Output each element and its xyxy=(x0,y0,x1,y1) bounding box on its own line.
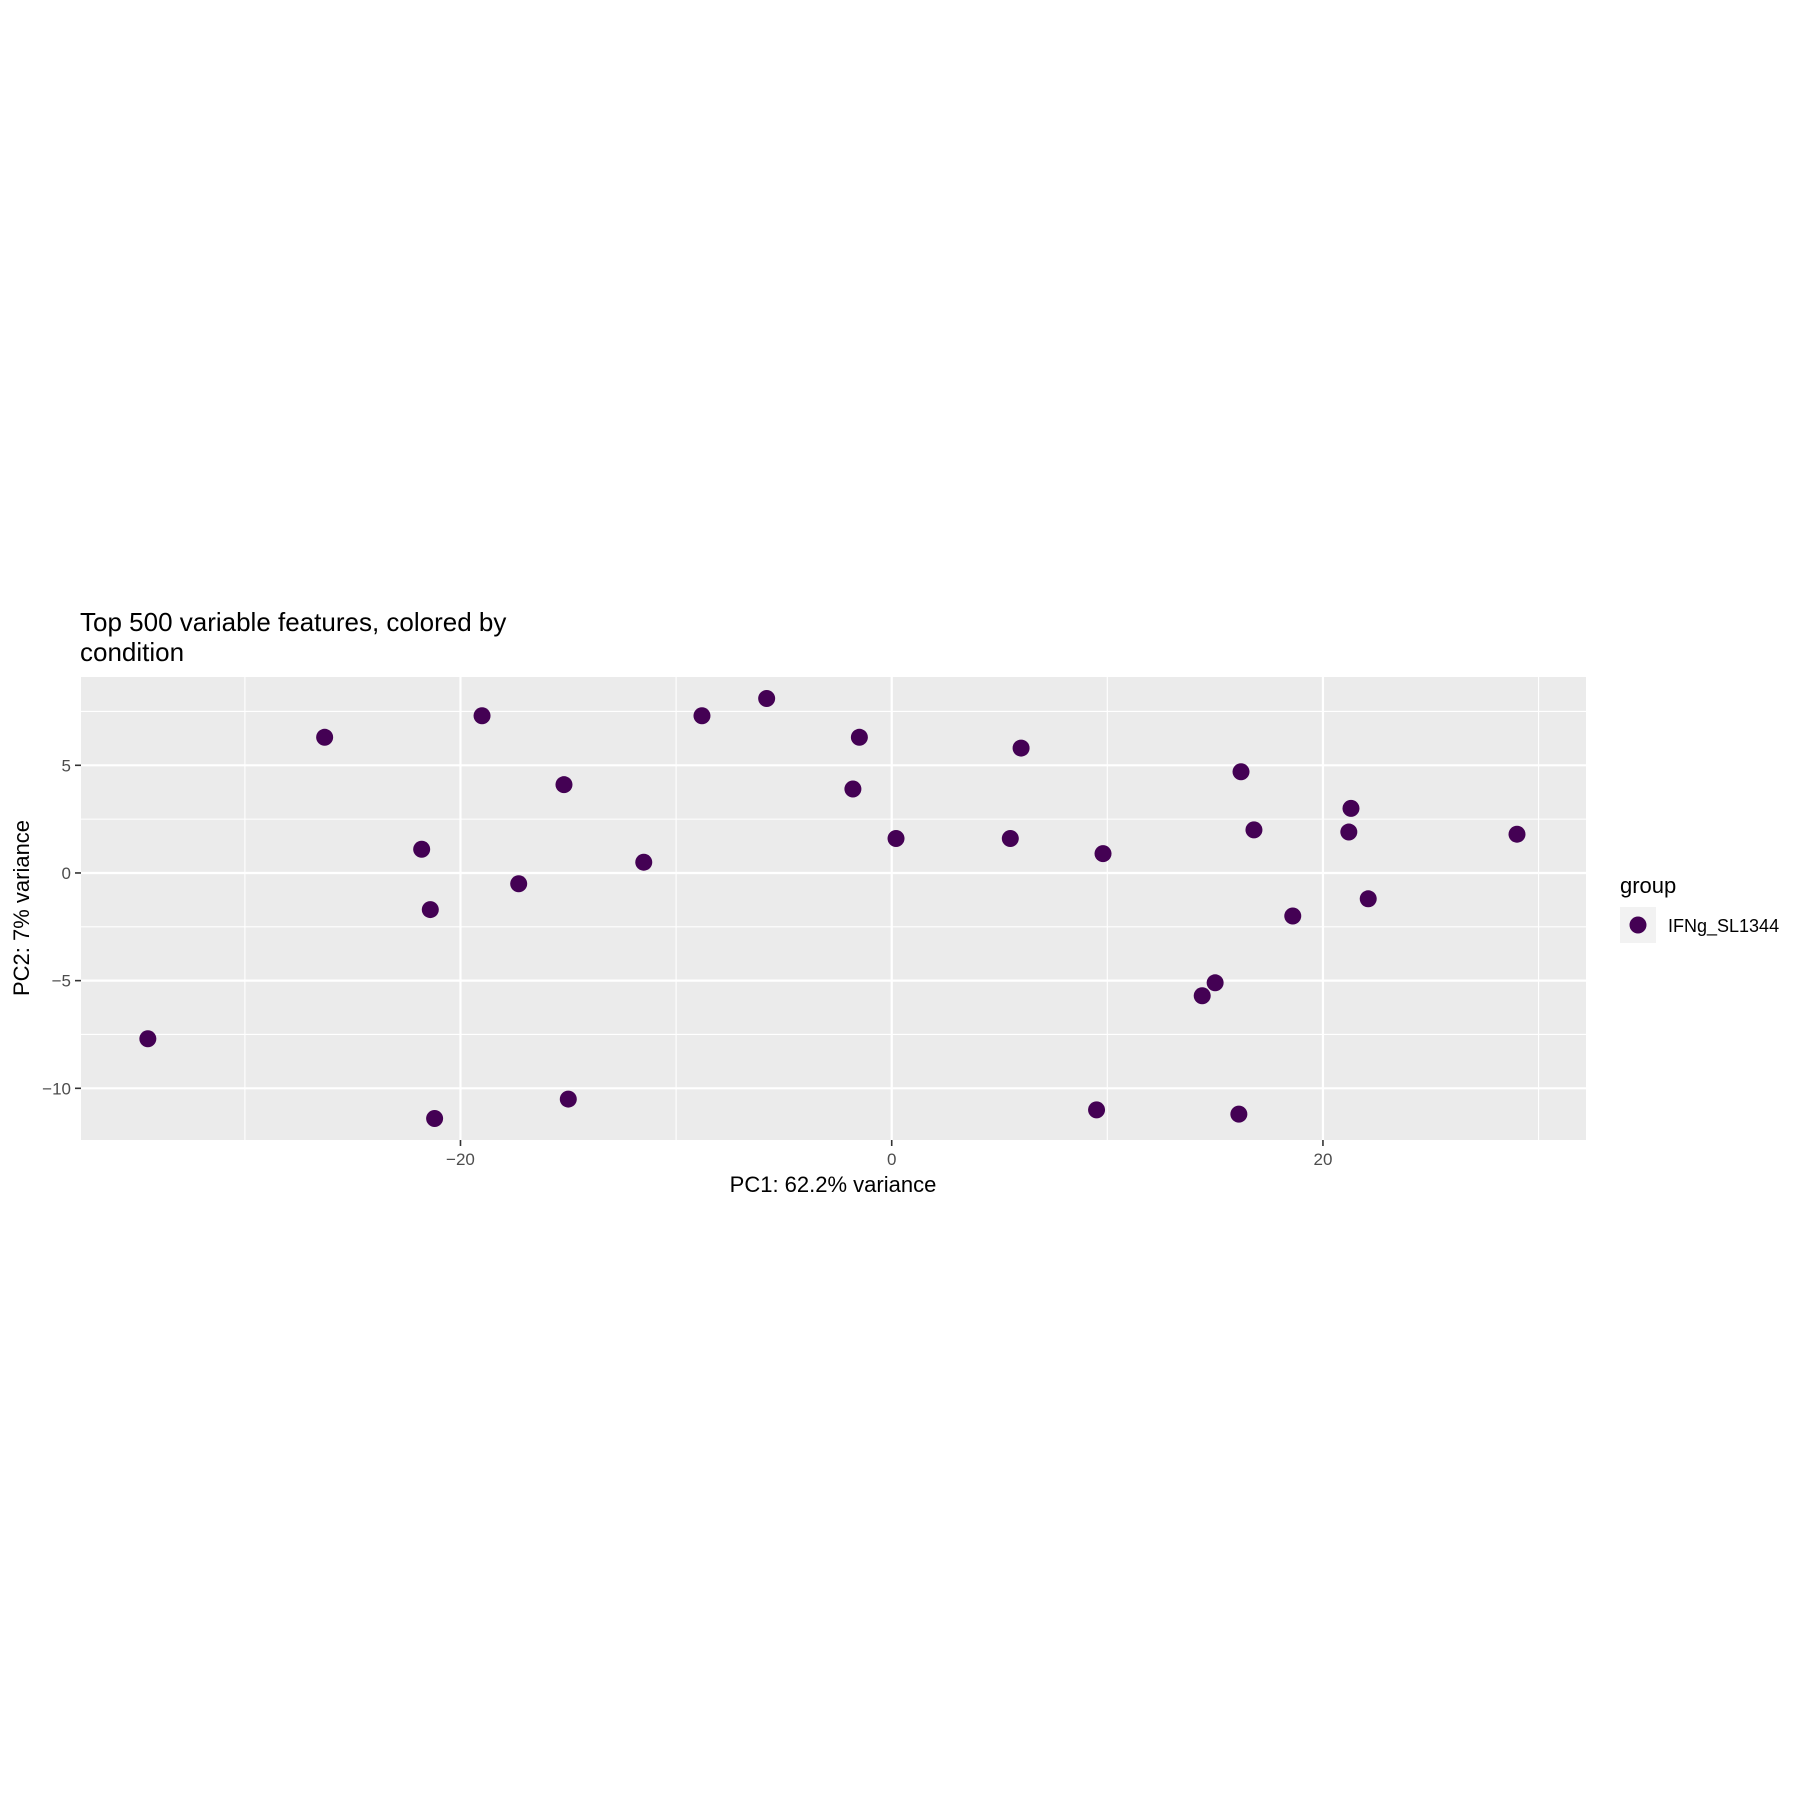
chart-title-line-2: condition xyxy=(80,637,184,667)
x-axis-label: PC1: 62.2% variance xyxy=(730,1172,937,1197)
data-point-6 xyxy=(426,1109,444,1127)
data-point-2 xyxy=(413,840,431,858)
legend-key-point xyxy=(1629,916,1647,934)
chart-title-line-1: Top 500 variable features, colored by xyxy=(80,607,506,637)
data-point-7 xyxy=(555,776,573,794)
data-point-20 xyxy=(1206,974,1224,992)
y-axis-label: PC2: 7% variance xyxy=(9,820,34,996)
y-tick-label-1: −5 xyxy=(52,972,71,991)
data-point-3 xyxy=(421,901,439,919)
data-point-28 xyxy=(1508,825,1526,843)
data-point-12 xyxy=(850,728,868,746)
data-point-17 xyxy=(1094,845,1112,863)
data-point-1 xyxy=(316,728,334,746)
data-point-13 xyxy=(844,780,862,798)
data-point-21 xyxy=(1232,763,1250,781)
data-point-0 xyxy=(139,1030,157,1048)
data-point-10 xyxy=(693,707,711,725)
data-points xyxy=(139,690,1526,1127)
major-gridlines xyxy=(81,677,1586,1140)
data-point-18 xyxy=(1088,1101,1106,1119)
data-point-22 xyxy=(1245,821,1263,839)
data-point-14 xyxy=(887,830,905,848)
x-axis-tick-labels: −20 0 20 xyxy=(446,1150,1332,1169)
axis-ticks xyxy=(75,764,1324,1146)
legend-title: group xyxy=(1620,873,1676,898)
plot-panel xyxy=(81,677,1586,1140)
data-point-15 xyxy=(1001,830,1019,848)
data-point-4 xyxy=(473,707,491,725)
data-point-19 xyxy=(1193,987,1211,1005)
y-tick-label-2: 0 xyxy=(62,864,71,883)
data-point-27 xyxy=(1359,890,1377,908)
minor-gridlines xyxy=(81,677,1586,1140)
x-tick-label-2: 20 xyxy=(1313,1150,1332,1169)
data-point-26 xyxy=(1340,823,1358,841)
x-tick-label-0: −20 xyxy=(446,1150,475,1169)
data-point-16 xyxy=(1012,739,1030,757)
legend: group IFNg_SL1344 xyxy=(1620,873,1779,943)
y-tick-label-0: −10 xyxy=(42,1079,71,1098)
data-point-5 xyxy=(510,875,528,893)
data-point-25 xyxy=(1342,799,1360,817)
y-tick-label-3: 5 xyxy=(62,756,71,775)
y-axis-tick-labels: −10 −5 0 5 xyxy=(42,756,71,1098)
legend-label: IFNg_SL1344 xyxy=(1668,916,1779,937)
x-tick-label-1: 0 xyxy=(887,1150,896,1169)
data-point-8 xyxy=(559,1090,577,1108)
data-point-9 xyxy=(635,853,653,871)
data-point-23 xyxy=(1230,1105,1248,1123)
data-point-11 xyxy=(758,690,776,708)
data-point-24 xyxy=(1284,907,1302,925)
